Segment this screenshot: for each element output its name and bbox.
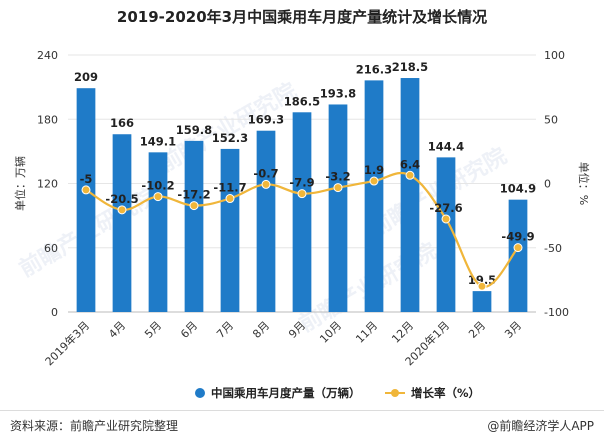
growth-rate-point [297, 189, 307, 199]
legend-line-label: 增长率（%） [411, 386, 480, 400]
x-tick-label: 11月 [353, 319, 380, 346]
growth-rate-label: -7.9 [289, 176, 314, 190]
growth-rate-point [369, 176, 379, 186]
growth-rate-point [153, 192, 163, 202]
growth-rate-label: 1.9 [364, 163, 384, 177]
bar-value-label: 218.5 [392, 60, 428, 74]
bar-value-label: 144.4 [428, 139, 464, 153]
growth-rate-point [333, 183, 343, 193]
y-right-tick-label: 0 [544, 178, 551, 191]
bar [364, 80, 384, 312]
x-tick-label: 6月 [178, 319, 200, 341]
y-right-tick-label: 100 [544, 49, 565, 62]
y-left-tick-label: 120 [37, 178, 58, 191]
brand-credit: @前瞻经济学人APP [487, 419, 594, 433]
bar-value-label: 169.3 [248, 113, 284, 127]
bar [400, 78, 420, 312]
bar [256, 130, 276, 312]
bar-value-label: 186.5 [284, 94, 320, 108]
x-tick-label: 8月 [250, 319, 272, 341]
growth-rate-label: -5 [80, 172, 93, 186]
y-right-tick-label: 50 [544, 113, 558, 126]
y-left-tick-label: 60 [44, 242, 58, 255]
growth-rate-point [477, 281, 487, 291]
growth-rate-label: -27.6 [429, 201, 462, 215]
bar [328, 104, 348, 312]
bar [292, 112, 312, 312]
bar-value-label: 166 [110, 116, 134, 130]
bar-value-label: 19.5 [468, 273, 496, 287]
bar-value-label: 193.8 [320, 86, 356, 100]
bar [112, 134, 132, 312]
bar [76, 88, 96, 312]
growth-rate-point [117, 205, 127, 215]
growth-rate-point [261, 179, 271, 189]
x-tick-label: 4月 [106, 319, 128, 341]
y-left-tick-label: 240 [37, 49, 58, 62]
bar [220, 148, 240, 312]
growth-rate-point [81, 185, 91, 195]
bar-value-label: 149.1 [140, 134, 176, 148]
growth-rate-point [405, 170, 415, 180]
y-right-axis-label: 单位：% [577, 162, 591, 205]
footer-divider [0, 410, 604, 411]
bar-value-label: 159.8 [176, 123, 212, 137]
y-right-tick-label: -50 [544, 242, 562, 255]
chart-title: 2019-2020年3月中国乘用车月度产量统计及增长情况 [116, 8, 488, 26]
y-left-tick-label: 0 [51, 306, 58, 319]
growth-rate-label: -11.7 [213, 181, 246, 195]
growth-rate-label: -17.2 [177, 188, 210, 202]
legend-line-dot [391, 389, 399, 397]
legend-bar-label: 中国乘用车月度产量（万辆） [211, 386, 361, 400]
bar-value-label: 216.3 [356, 62, 392, 76]
bar [148, 152, 168, 312]
growth-rate-label: 6.4 [400, 157, 420, 171]
x-tick-label: 2月 [466, 319, 488, 341]
x-tick-label: 10月 [317, 319, 344, 346]
bar-value-label: 152.3 [212, 131, 248, 145]
source-note: 资料来源：前瞻产业研究院整理 [10, 419, 179, 433]
growth-rate-point [225, 194, 235, 204]
bar [508, 199, 528, 312]
growth-rate-label: -49.9 [501, 230, 534, 244]
growth-rate-point [189, 201, 199, 211]
x-tick-label: 3月 [502, 319, 524, 341]
x-tick-label: 2019年3月 [42, 318, 92, 368]
growth-rate-label: -0.7 [253, 166, 278, 180]
x-tick-label: 12月 [389, 319, 416, 346]
x-tick-label: 7月 [214, 319, 236, 341]
x-tick-label: 9月 [286, 319, 308, 341]
y-right-tick-label: -100 [544, 306, 569, 319]
bar [184, 140, 204, 312]
bar [472, 291, 492, 312]
bar [436, 157, 456, 312]
growth-rate-label: -20.5 [105, 192, 138, 206]
growth-rate-point [513, 243, 523, 253]
legend-bar-marker [195, 388, 205, 398]
bar-value-label: 209 [74, 70, 98, 84]
growth-rate-point [441, 214, 451, 224]
y-left-tick-label: 180 [37, 113, 58, 126]
x-tick-label: 5月 [142, 319, 164, 341]
growth-rate-label: -3.2 [325, 170, 350, 184]
bar-value-label: 104.9 [500, 182, 536, 196]
y-left-axis-label: 单位：万辆 [13, 156, 27, 211]
growth-rate-label: -10.2 [141, 179, 174, 193]
